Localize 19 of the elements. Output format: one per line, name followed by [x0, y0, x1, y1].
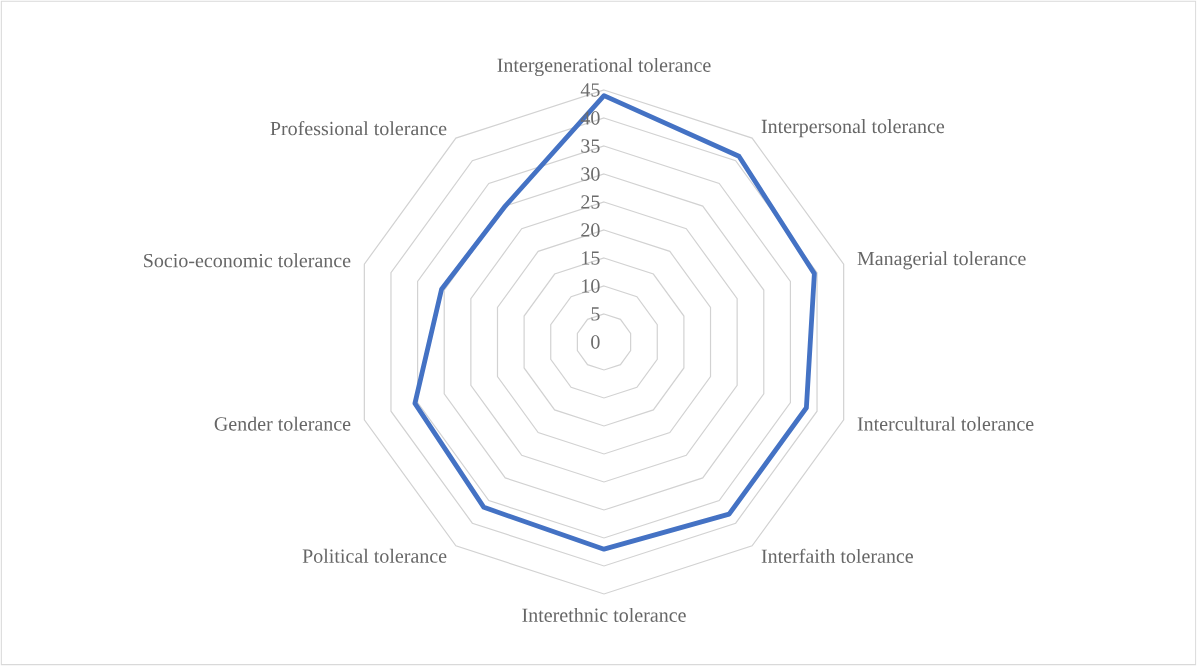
y-tick-label: 35 — [581, 139, 600, 153]
y-tick-label: 30 — [581, 167, 600, 181]
y-tick-label: 25 — [581, 195, 600, 209]
spoke-label: Managerial tolerance — [857, 251, 1026, 270]
y-tick-label: 20 — [581, 223, 600, 237]
spoke-label: Intercultural tolerance — [857, 416, 1034, 431]
y-tick-label: 0 — [591, 335, 600, 349]
spoke-label: Intergenerational tolerance — [497, 57, 711, 77]
spoke-label: Interfaith tolerance — [761, 548, 913, 563]
spoke-label: Political tolerance — [302, 548, 447, 563]
y-tick-label: 5 — [591, 307, 600, 321]
spoke-label: Socio-economic tolerance — [144, 253, 351, 268]
spoke-label: Professional tolerance — [270, 121, 447, 136]
y-tick-label: 10 — [582, 279, 600, 293]
spoke-label: Interpersonal tolerance — [761, 119, 945, 138]
spoke-label: Interethnic tolerance — [522, 607, 686, 622]
spoke-label: Gender tolerance — [214, 416, 351, 431]
y-tick-label: 15 — [582, 251, 600, 265]
y-tick-label: 45 — [580, 83, 600, 97]
